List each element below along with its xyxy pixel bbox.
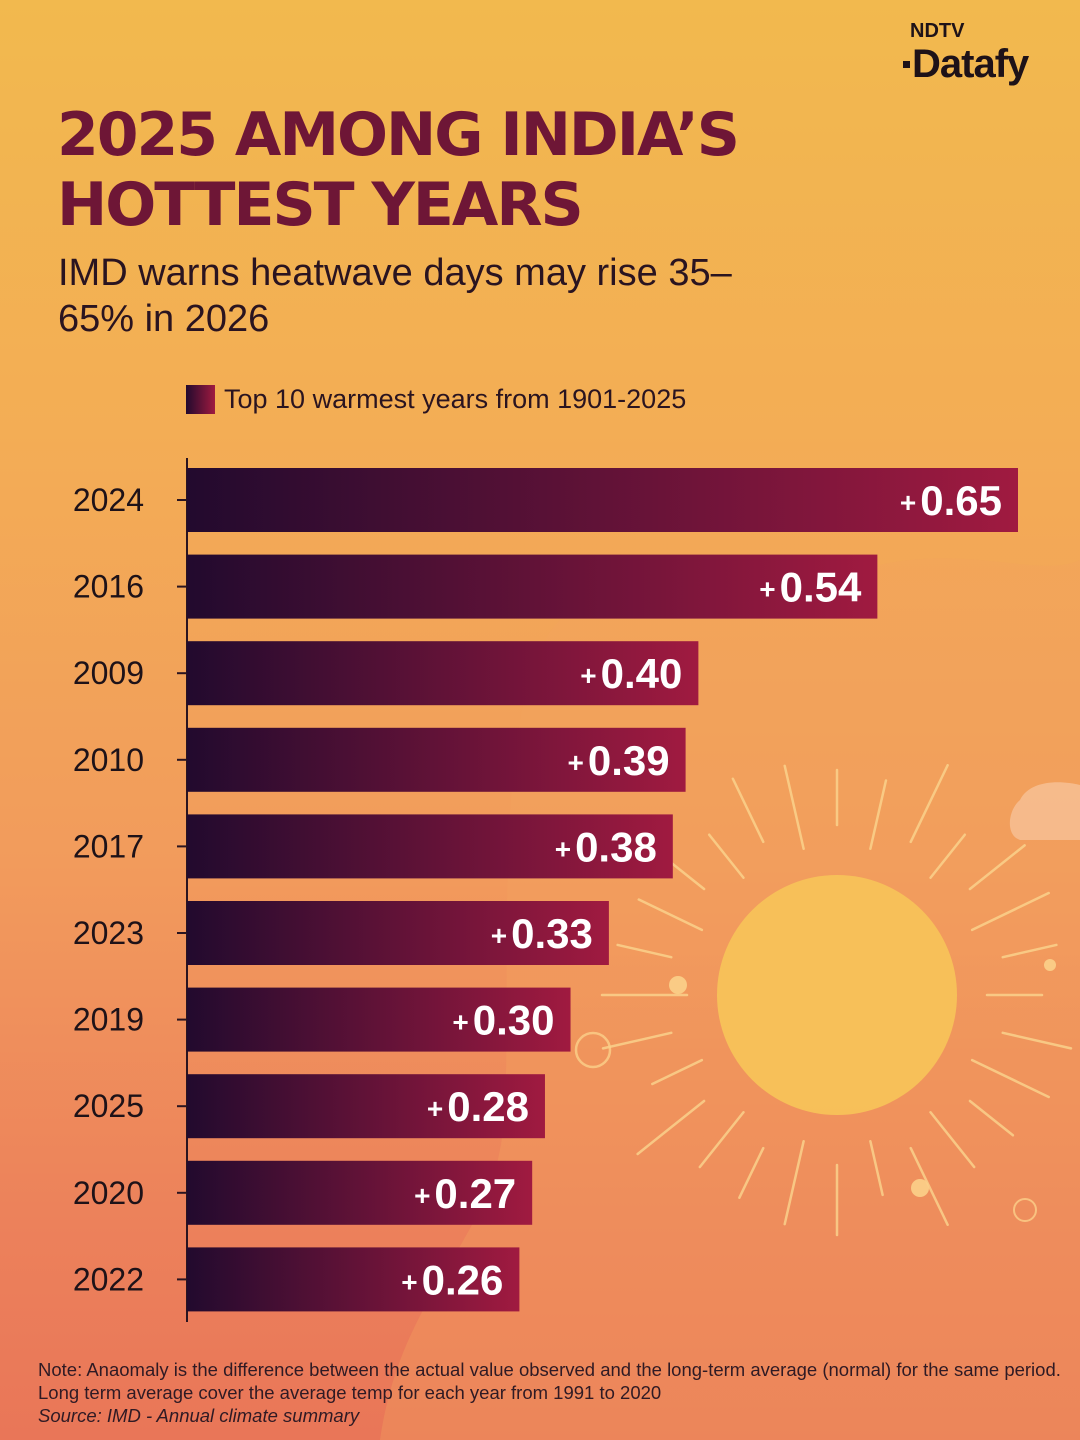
note-text: Note: Anaomaly is the difference between… (38, 1359, 1061, 1403)
bar-2009 (187, 641, 699, 706)
bar-2019 (187, 987, 571, 1052)
legend-swatch (186, 385, 215, 414)
bar-2016 (187, 554, 878, 619)
y-tick-label: 2009 (73, 655, 144, 691)
y-tick-label: 2025 (73, 1088, 144, 1124)
legend-label: Top 10 warmest years from 1901-2025 (224, 384, 687, 414)
data-label-2022: +0.26 (401, 1256, 503, 1303)
y-tick-label: 2020 (73, 1175, 144, 1211)
data-label-2017: +0.38 (555, 823, 657, 870)
data-label-2023: +0.33 (491, 910, 593, 957)
bar-2017 (187, 814, 673, 879)
bar-2020 (187, 1160, 533, 1225)
y-tick-label: 2019 (73, 1002, 144, 1038)
bar-2010 (187, 727, 686, 792)
data-label-2020: +0.27 (414, 1170, 516, 1217)
ndtv-datafy-logo: NDTV Datafy (900, 20, 1065, 90)
bar-2023 (187, 901, 609, 965)
y-tick-label: 2010 (73, 742, 144, 778)
data-label-2010: +0.39 (567, 737, 669, 784)
footnote: Note: Anaomaly is the difference between… (38, 1358, 1068, 1427)
bar-2022 (187, 1247, 520, 1312)
data-label-2009: +0.40 (580, 650, 682, 697)
y-tick-label: 2016 (73, 569, 144, 605)
logo-square-icon (903, 61, 910, 68)
y-tick-label: 2024 (73, 482, 144, 518)
y-tick-label: 2023 (73, 915, 144, 951)
bar-2025 (187, 1074, 545, 1139)
page-title: 2025 AMONG INDIA’S HOTTEST YEARS (57, 100, 740, 240)
y-tick-label: 2017 (73, 828, 144, 864)
source-text: Source: IMD - Annual climate summary (38, 1405, 360, 1426)
data-label-2024: +0.65 (900, 477, 1002, 524)
y-tick-label: 2022 (73, 1261, 144, 1297)
data-label-2016: +0.54 (759, 564, 862, 611)
bar-2024 (187, 468, 1018, 532)
page-subtitle: IMD warns heatwave days may rise 35–65% … (58, 252, 732, 340)
data-label-2019: +0.30 (452, 997, 554, 1044)
logo-ndtv-text: NDTV (910, 20, 965, 42)
data-label-2025: +0.28 (427, 1083, 529, 1130)
logo-datafy-text: Datafy (912, 42, 1029, 86)
